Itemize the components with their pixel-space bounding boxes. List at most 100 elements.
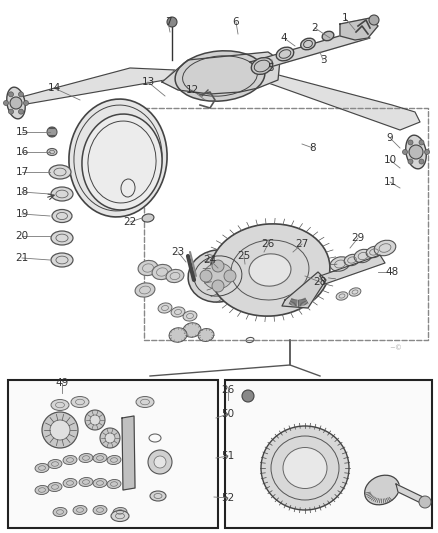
Text: 16: 16 (15, 147, 28, 157)
Ellipse shape (35, 464, 49, 473)
Text: 7: 7 (165, 17, 171, 27)
Text: 9: 9 (387, 133, 393, 143)
Circle shape (50, 420, 70, 440)
Circle shape (409, 145, 423, 159)
Ellipse shape (48, 482, 62, 491)
Ellipse shape (203, 263, 233, 289)
Circle shape (10, 97, 22, 109)
Ellipse shape (210, 224, 330, 316)
Ellipse shape (171, 307, 185, 317)
Circle shape (424, 149, 430, 155)
Circle shape (408, 159, 413, 164)
Ellipse shape (152, 264, 172, 280)
Circle shape (8, 92, 14, 97)
Ellipse shape (73, 505, 87, 514)
Ellipse shape (330, 257, 350, 271)
Ellipse shape (406, 135, 426, 169)
Ellipse shape (344, 254, 360, 266)
Circle shape (100, 428, 120, 448)
Ellipse shape (336, 292, 348, 300)
Text: 29: 29 (351, 233, 364, 243)
Circle shape (148, 450, 172, 474)
Ellipse shape (93, 454, 107, 463)
Text: 18: 18 (15, 187, 28, 197)
Ellipse shape (349, 288, 361, 296)
Text: 23: 23 (171, 247, 185, 257)
Ellipse shape (261, 426, 349, 510)
Ellipse shape (138, 261, 158, 276)
Circle shape (47, 127, 57, 137)
Text: 4: 4 (281, 33, 287, 43)
Text: 11: 11 (383, 177, 397, 187)
Ellipse shape (51, 187, 73, 201)
Text: 52: 52 (221, 493, 235, 503)
Ellipse shape (93, 479, 107, 488)
Ellipse shape (175, 51, 265, 101)
Ellipse shape (53, 507, 67, 516)
Circle shape (154, 456, 166, 468)
Ellipse shape (188, 250, 248, 302)
Text: 8: 8 (310, 143, 316, 153)
Text: 22: 22 (124, 217, 137, 227)
Circle shape (8, 109, 14, 114)
Ellipse shape (107, 480, 121, 489)
Ellipse shape (322, 31, 334, 41)
Ellipse shape (142, 214, 154, 222)
Bar (225, 380, 432, 528)
Circle shape (167, 17, 177, 27)
Ellipse shape (7, 87, 25, 119)
Text: 5: 5 (267, 63, 273, 73)
Ellipse shape (301, 38, 315, 50)
Circle shape (85, 410, 105, 430)
Circle shape (212, 280, 224, 292)
Ellipse shape (198, 328, 214, 342)
Text: 1: 1 (342, 13, 348, 23)
Text: 26: 26 (261, 239, 275, 249)
Circle shape (369, 15, 379, 25)
Polygon shape (320, 255, 385, 284)
Circle shape (242, 390, 254, 402)
Text: 48: 48 (385, 267, 399, 277)
Ellipse shape (52, 209, 72, 222)
Text: 10: 10 (383, 155, 396, 165)
Circle shape (419, 159, 424, 164)
Ellipse shape (150, 491, 166, 501)
Ellipse shape (249, 254, 291, 286)
Text: ~©: ~© (389, 345, 403, 351)
Circle shape (200, 270, 212, 282)
Text: 14: 14 (47, 83, 60, 93)
Ellipse shape (183, 311, 197, 321)
Text: 28: 28 (313, 277, 327, 287)
Ellipse shape (49, 165, 71, 179)
Circle shape (90, 415, 100, 425)
Ellipse shape (79, 478, 93, 487)
Circle shape (4, 101, 8, 106)
Ellipse shape (276, 47, 294, 61)
Text: 12: 12 (185, 85, 198, 95)
Text: 17: 17 (15, 167, 28, 177)
Circle shape (105, 433, 115, 443)
Text: 3: 3 (320, 55, 326, 65)
Text: 21: 21 (15, 253, 28, 263)
Ellipse shape (93, 505, 107, 514)
Ellipse shape (48, 459, 62, 469)
Polygon shape (340, 18, 378, 40)
Circle shape (42, 412, 78, 448)
Ellipse shape (365, 475, 399, 505)
Circle shape (24, 101, 28, 106)
Ellipse shape (366, 246, 382, 257)
Text: 19: 19 (15, 209, 28, 219)
Ellipse shape (158, 303, 172, 313)
Text: 51: 51 (221, 451, 235, 461)
Polygon shape (396, 484, 427, 506)
Text: 26: 26 (221, 385, 235, 395)
Circle shape (419, 496, 431, 508)
Ellipse shape (63, 456, 77, 465)
Text: 49: 49 (55, 378, 69, 388)
Circle shape (212, 260, 224, 272)
Ellipse shape (166, 269, 184, 282)
Polygon shape (162, 52, 280, 94)
Ellipse shape (107, 456, 121, 465)
Ellipse shape (111, 511, 129, 521)
Circle shape (224, 270, 236, 282)
